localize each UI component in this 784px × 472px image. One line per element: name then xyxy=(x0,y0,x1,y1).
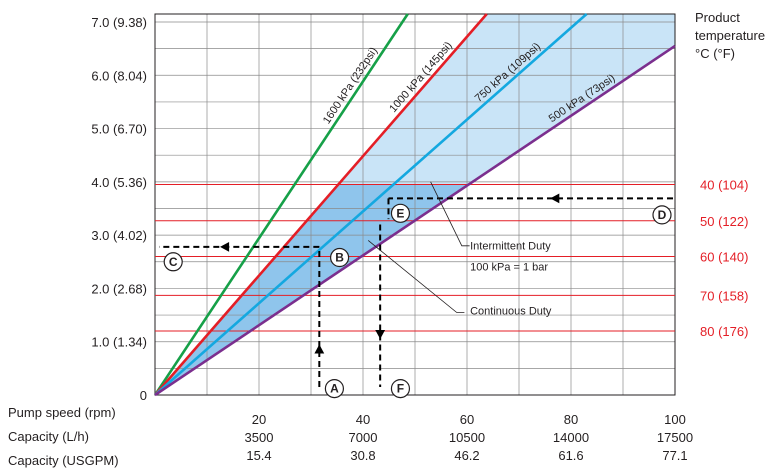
continuous-duty-label: Continuous Duty xyxy=(470,306,552,318)
series-line xyxy=(153,13,409,396)
x-tick-rpm: 40 xyxy=(356,412,370,427)
y-axis-labels: 0 1.0 (1.34) 2.0 (2.68) 3.0 (4.02) 4.0 (5.36… xyxy=(91,15,147,403)
arrowhead xyxy=(375,329,386,340)
temperature-label: 60 (140) xyxy=(700,249,748,264)
x-tick-capacity-usgpm: 61.6 xyxy=(558,448,583,463)
temperature-label: 80 (176) xyxy=(700,324,748,339)
marker-letter: D xyxy=(658,208,667,222)
temperature-label: 70 (158) xyxy=(700,288,748,303)
x-tick-rpm: 60 xyxy=(460,412,474,427)
annotations: Intermittent Duty 100 kPa = 1 bar Continuo… xyxy=(367,181,552,318)
marker-circle xyxy=(390,379,411,399)
y-tick-label: 2.0 (2.68) xyxy=(91,281,147,296)
intermittent-leader xyxy=(430,181,470,247)
y-tick-label: 1.0 (1.34) xyxy=(91,335,147,350)
x-tick-capacity-usgpm: 30.8 xyxy=(350,448,375,463)
plot-frame xyxy=(154,13,676,396)
x-row-label: Pump speed (rpm) xyxy=(8,405,116,420)
x-tick-capacity-lh: 17500 xyxy=(657,430,693,445)
x-tick-capacity-usgpm: 15.4 xyxy=(246,448,271,463)
x-row-label: Capacity (L/h) xyxy=(8,429,89,444)
temperature-label: 50 (122) xyxy=(700,214,748,229)
y-tick-label: 0 xyxy=(140,388,147,403)
marker-letter: C xyxy=(169,255,178,269)
y-tick-label: 7.0 (9.38) xyxy=(91,15,147,30)
marker-circle xyxy=(390,203,411,223)
kpa-bar-note: 100 kPa = 1 bar xyxy=(470,261,548,273)
temperature-label: 40 (104) xyxy=(700,178,748,193)
markers: A B C D E F xyxy=(163,203,672,399)
marker-circle xyxy=(330,247,350,268)
temperature-labels: Product temperature °C (°F) 40 (104) 50 (122… xyxy=(695,10,765,339)
x-tick-capacity-lh: 7000 xyxy=(349,430,378,445)
x-tick-rpm: 100 xyxy=(664,412,686,427)
y-tick-label: 4.0 (5.36) xyxy=(91,175,147,190)
marker-letter: E xyxy=(396,206,404,220)
x-axis-labels: Pump speed (rpm) Capacity (L/h) Capacity (… xyxy=(8,405,693,468)
series-line xyxy=(154,13,488,396)
arrowhead xyxy=(220,241,230,252)
y-tick-label: 6.0 (8.04) xyxy=(91,68,147,83)
marker-circle xyxy=(163,252,183,272)
x-tick-rpm: 20 xyxy=(252,412,266,427)
y-tick-label: 5.0 (6.70) xyxy=(91,122,147,137)
x-tick-capacity-lh: 10500 xyxy=(449,430,485,445)
series-label: 1600 kPa (232psi) xyxy=(321,45,380,126)
temperature-title: °C (°F) xyxy=(695,46,735,61)
arrowhead xyxy=(550,193,560,204)
x-tick-rpm: 80 xyxy=(564,412,578,427)
marker-letter: B xyxy=(335,251,344,265)
series-line xyxy=(154,44,676,397)
arrowhead xyxy=(314,344,325,354)
marker-circle xyxy=(324,379,344,399)
continuous-leader xyxy=(367,240,465,313)
x-tick-capacity-usgpm: 46.2 xyxy=(454,448,479,463)
series-line xyxy=(154,13,588,396)
x-tick-capacity-lh: 14000 xyxy=(553,430,589,445)
y-tick-label: 3.0 (4.02) xyxy=(91,228,147,243)
x-tick-capacity-lh: 3500 xyxy=(245,430,274,445)
temperature-title: temperature xyxy=(695,28,765,43)
marker-letter: F xyxy=(397,382,404,396)
intermittent-duty-label: Intermittent Duty xyxy=(470,241,551,253)
marker-letter: A xyxy=(330,382,339,396)
temperature-title: Product xyxy=(695,10,740,25)
marker-circle xyxy=(652,205,672,225)
x-tick-capacity-usgpm: 77.1 xyxy=(662,448,687,463)
guide-arrows xyxy=(159,193,673,387)
x-row-label: Capacity (USGPM) xyxy=(8,453,119,468)
